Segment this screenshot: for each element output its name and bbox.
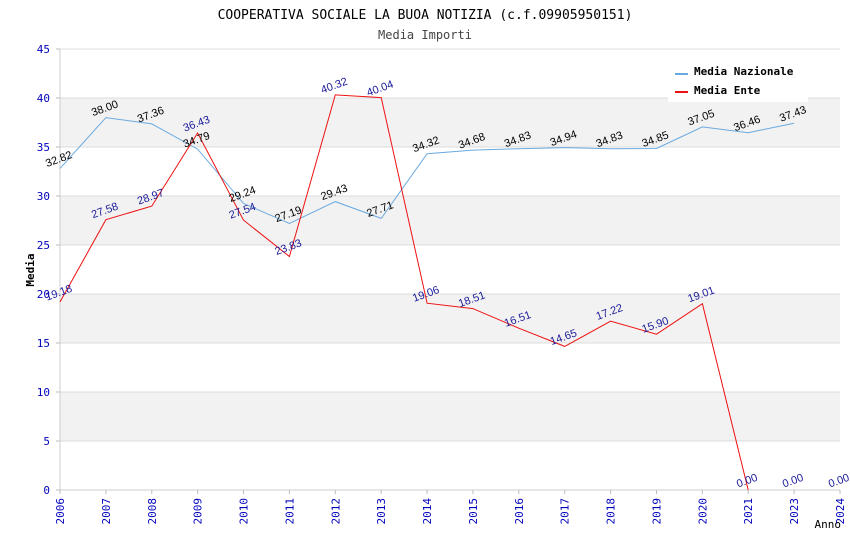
x-tick-label: 2008	[146, 498, 159, 525]
data-label: 0.00	[781, 472, 805, 491]
x-tick-label: 2017	[559, 498, 572, 525]
chart-title: COOPERATIVA SOCIALE LA BUOA NOTIZIA (c.f…	[218, 8, 633, 23]
data-label: 40.04	[365, 78, 395, 99]
y-tick-label: 10	[37, 386, 50, 399]
legend-background	[668, 60, 808, 102]
x-tick-label: 2016	[513, 498, 526, 525]
x-tick-label: 2009	[192, 498, 205, 525]
plot-band	[60, 98, 840, 147]
legend-label-media-nazionale: Media Nazionale	[694, 65, 794, 78]
x-tick-labels: 2006 2007 2008 2009 2010 2011 2012 2013 2014 2015…	[54, 498, 847, 525]
x-tick-label: 2019	[650, 498, 663, 525]
series-lines	[59, 94, 795, 491]
plot-band	[60, 294, 840, 343]
series-line-media-nazionale	[59, 117, 795, 225]
y-tick-label: 35	[37, 141, 50, 154]
x-tick-label: 2012	[329, 498, 342, 525]
x-tick-label: 2021	[742, 498, 755, 525]
x-tick-label: 2007	[100, 498, 113, 525]
x-tick-label: 2024	[834, 498, 847, 525]
x-tick-label: 2010	[238, 498, 251, 525]
plot-band	[60, 392, 840, 441]
data-label: 0.00	[827, 472, 850, 491]
plot-band	[60, 196, 840, 245]
data-label: 40.32	[319, 76, 349, 97]
x-tick-label: 2011	[283, 498, 296, 525]
y-tick-label: 5	[43, 435, 50, 448]
y-tick-label: 15	[37, 337, 50, 350]
y-tick-labels: 0 5 10 15 20 25 30 35 40 45	[37, 43, 50, 497]
y-tick-label: 20	[37, 288, 50, 301]
y-tick-label: 25	[37, 239, 50, 252]
legend: Media Nazionale Media Ente	[668, 60, 808, 102]
x-tick-label: 2006	[54, 498, 67, 525]
y-tick-label: 30	[37, 190, 50, 203]
plot-bands	[60, 98, 840, 441]
y-tick-label: 40	[37, 92, 50, 105]
y-tick-label: 45	[37, 43, 50, 56]
x-axis-title: Anno	[815, 518, 842, 531]
x-tick-label: 2023	[788, 498, 801, 525]
x-tick-label: 2014	[421, 498, 434, 525]
x-tick-label: 2018	[605, 498, 618, 525]
x-tick-label: 2020	[696, 498, 709, 525]
series-line-media-ente	[59, 94, 749, 491]
x-tick-label: 2013	[375, 498, 388, 525]
y-axis-title: Media	[24, 253, 37, 286]
x-tick-label: 2015	[467, 498, 480, 525]
legend-label-media-ente: Media Ente	[694, 84, 761, 97]
chart-subtitle: Media Importi	[378, 28, 472, 42]
y-tick-label: 0	[43, 484, 50, 497]
